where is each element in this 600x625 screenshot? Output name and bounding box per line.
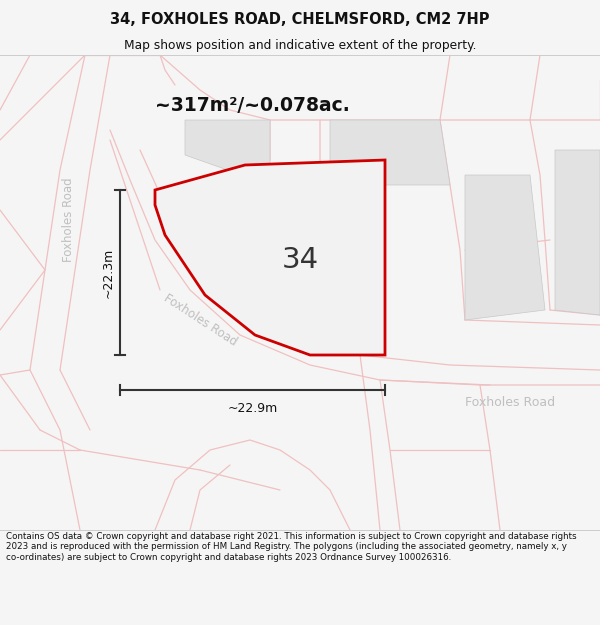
Polygon shape bbox=[555, 150, 600, 315]
Text: Foxholes Road: Foxholes Road bbox=[62, 177, 74, 262]
Text: ~22.9m: ~22.9m bbox=[227, 401, 278, 414]
Text: 34, FOXHOLES ROAD, CHELMSFORD, CM2 7HP: 34, FOXHOLES ROAD, CHELMSFORD, CM2 7HP bbox=[110, 12, 490, 27]
Text: Foxholes Road: Foxholes Road bbox=[465, 396, 555, 409]
Polygon shape bbox=[255, 200, 380, 315]
Text: ~317m²/~0.078ac.: ~317m²/~0.078ac. bbox=[155, 96, 350, 115]
Polygon shape bbox=[465, 175, 545, 320]
Text: 34: 34 bbox=[281, 246, 319, 274]
Polygon shape bbox=[330, 120, 450, 185]
Text: Foxholes Road: Foxholes Road bbox=[161, 291, 239, 349]
Polygon shape bbox=[185, 120, 270, 185]
Text: ~22.3m: ~22.3m bbox=[101, 248, 115, 298]
Polygon shape bbox=[155, 160, 385, 355]
Text: Contains OS data © Crown copyright and database right 2021. This information is : Contains OS data © Crown copyright and d… bbox=[6, 532, 577, 562]
Text: Map shows position and indicative extent of the property.: Map shows position and indicative extent… bbox=[124, 39, 476, 51]
